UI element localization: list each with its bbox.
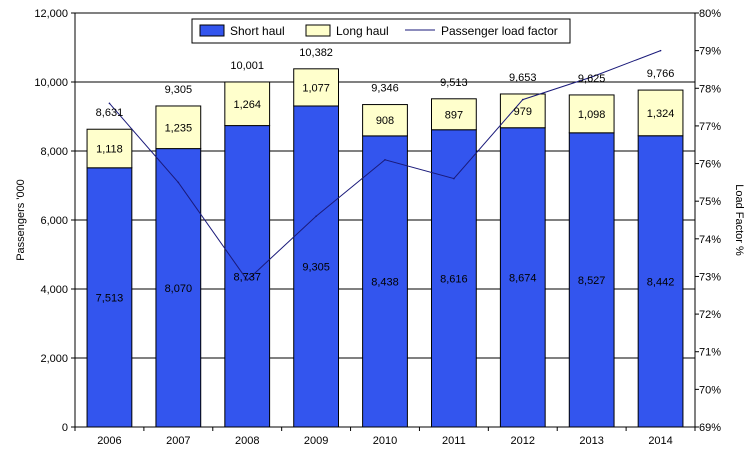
x-tick-label: 2006: [97, 435, 121, 447]
y2-tick-label: 74%: [699, 234, 721, 246]
load-factor-point: [590, 76, 593, 78]
legend: Short haul Long haul Passenger load fact…: [191, 18, 571, 44]
load-factor-point: [246, 279, 249, 282]
legend-swatch-short-haul: [199, 24, 225, 37]
y2-tick-label: 78%: [699, 83, 721, 95]
legend-box: [191, 18, 571, 44]
label-long-haul: 979: [514, 106, 532, 118]
bar-short-haul: [568, 132, 615, 428]
label-short-haul: 7,513: [96, 292, 124, 304]
legend-label-load-factor: Passenger load factor: [441, 24, 558, 38]
label-short-haul: 8,674: [509, 272, 537, 284]
label-short-haul: 8,527: [578, 275, 606, 287]
label-total: 10,001: [230, 60, 264, 72]
y2-axis-title: Load Factor %: [733, 184, 745, 256]
bar-long-haul: [224, 81, 271, 127]
load-factor-point: [177, 181, 180, 184]
x-tick-label: 2007: [166, 435, 190, 447]
label-long-haul: 1,264: [233, 99, 261, 111]
label-long-haul: 1,077: [302, 82, 330, 94]
label-short-haul: 9,305: [302, 261, 330, 273]
bar-short-haul: [155, 148, 202, 428]
label-total: 8,631: [96, 107, 124, 119]
label-short-haul: 8,438: [371, 276, 399, 288]
bar-long-haul: [155, 105, 202, 150]
label-short-haul: 8,070: [165, 283, 193, 295]
y-tick-label: 0: [62, 422, 68, 434]
x-tick-label: 2013: [579, 435, 603, 447]
label-long-haul: 1,118: [96, 144, 123, 156]
bar-long-haul: [637, 89, 684, 137]
label-long-haul: 1,235: [165, 122, 193, 134]
label-total: 9,625: [578, 73, 606, 85]
bars: [86, 68, 684, 428]
y-tick-label: 8,000: [40, 146, 68, 158]
label-total: 9,346: [371, 83, 399, 95]
x-tick-label: 2011: [442, 435, 466, 447]
load-factor-point: [453, 177, 455, 180]
y2-tick-label: 73%: [699, 271, 721, 283]
load-factor-point: [659, 49, 662, 52]
label-short-haul: 8,616: [440, 273, 468, 285]
bar-short-haul: [293, 105, 340, 428]
y2-tick-label: 70%: [699, 384, 721, 396]
y-tick-label: 2,000: [40, 353, 68, 365]
y2-tick-label: 71%: [699, 347, 721, 359]
bar-short-haul: [499, 127, 546, 428]
bar-long-haul: [293, 68, 340, 107]
bar-short-haul: [637, 135, 684, 428]
label-total: 9,766: [647, 68, 675, 80]
label-total: 9,513: [440, 77, 468, 89]
y-tick-label: 10,000: [34, 77, 68, 89]
label-short-haul: 8,737: [233, 271, 261, 283]
y2-tick-label: 69%: [699, 422, 721, 434]
label-total: 9,305: [165, 84, 193, 96]
x-tick-label: 2012: [511, 435, 535, 447]
y-tick-label: 6,000: [40, 215, 68, 227]
label-long-haul: 1,098: [578, 109, 606, 121]
legend-label-short-haul: Short haul: [230, 24, 285, 38]
bar-long-haul: [568, 94, 615, 134]
x-tick-label: 2008: [235, 435, 259, 447]
bar-long-haul: [362, 104, 408, 137]
y-tick-label: 12,000: [34, 8, 68, 20]
data-labels: 7,513 1,118 8,631 8,070 1,235 9,305 8,737 1,264…: [96, 47, 675, 305]
bar-short-haul: [224, 125, 271, 428]
bar-long-haul: [431, 98, 477, 131]
y2-tick-label: 77%: [699, 121, 721, 133]
y2-tick-label: 75%: [699, 196, 721, 208]
y2-tick-label: 79%: [699, 46, 721, 58]
y2-tick-label: 80%: [699, 8, 721, 20]
label-long-haul: 908: [376, 115, 394, 127]
x-tick-label: 2009: [304, 435, 328, 447]
y-tick-label: 4,000: [40, 284, 68, 296]
legend-label-long-haul: Long haul: [336, 24, 389, 38]
label-total: 9,653: [509, 72, 537, 84]
legend-swatch-long-haul: [305, 24, 331, 37]
bar-long-haul: [86, 128, 133, 169]
label-total: 10,382: [299, 47, 333, 59]
load-factor-point: [384, 158, 386, 161]
x-tick-label: 2010: [373, 435, 397, 447]
x-tick-label: 2014: [648, 435, 672, 447]
label-long-haul: 897: [445, 109, 463, 121]
y-axis-title: Passengers '000: [15, 179, 27, 261]
y2-tick-label: 72%: [699, 309, 721, 321]
load-factor-point: [315, 215, 317, 218]
label-long-haul: 1,324: [647, 108, 675, 120]
load-factor-line: [108, 49, 662, 282]
label-short-haul: 8,442: [647, 276, 675, 288]
load-factor-point: [521, 98, 524, 101]
axes: 0 2,000 4,000 6,000 8,000 10,000 12,000 69% 70% 7…: [34, 8, 721, 447]
y2-tick-label: 76%: [699, 159, 721, 171]
load-factor-point: [108, 102, 111, 105]
